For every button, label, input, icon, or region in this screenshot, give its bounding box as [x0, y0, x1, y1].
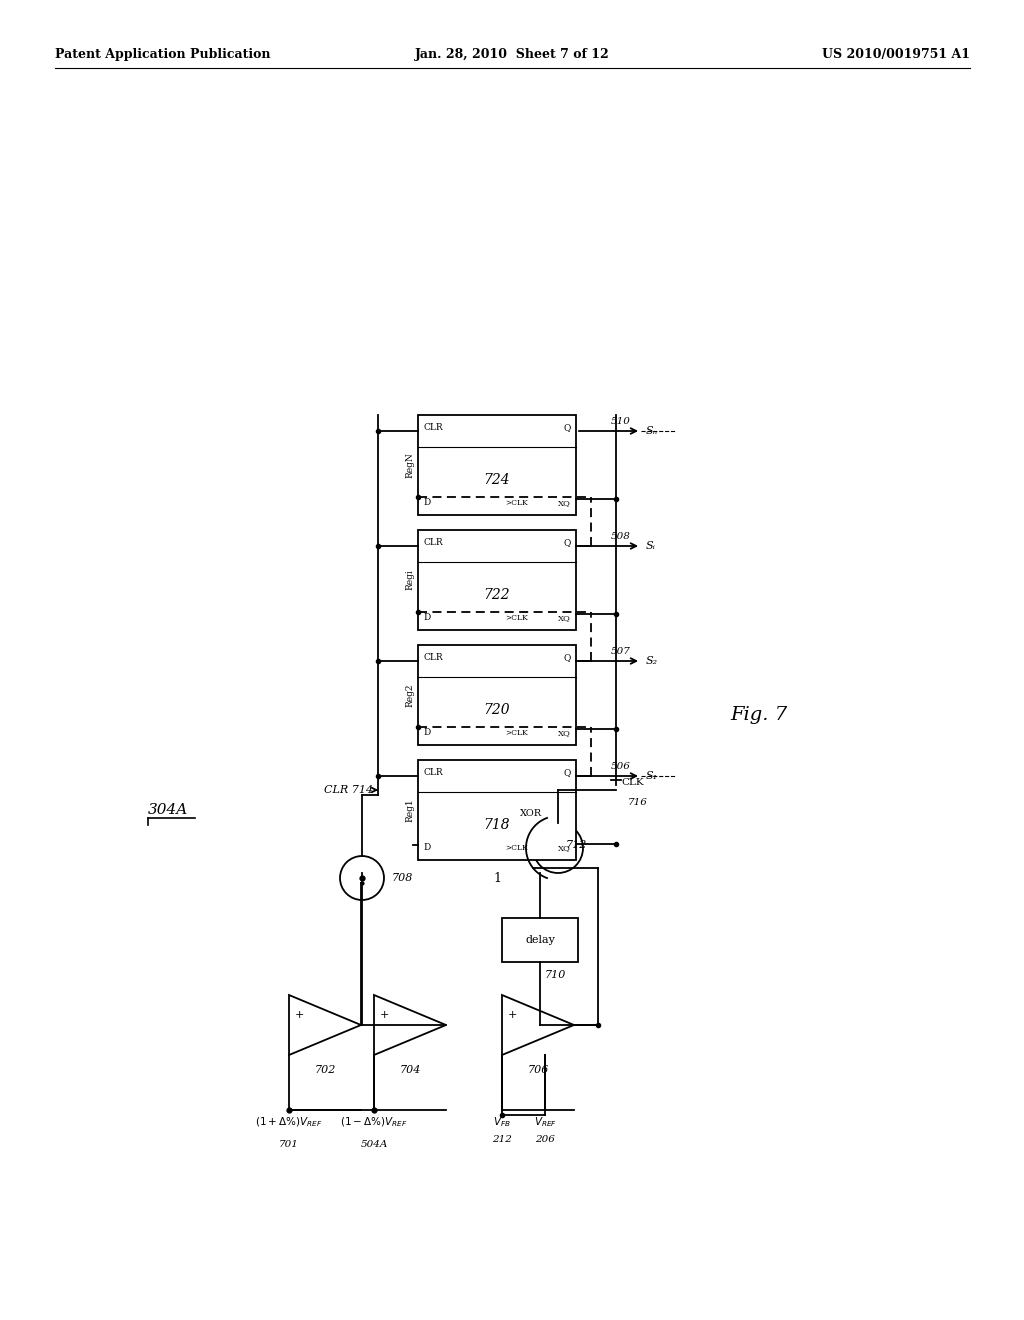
Text: +: + [507, 1010, 517, 1020]
Text: D: D [423, 498, 430, 507]
Text: XQ: XQ [558, 614, 571, 622]
Text: Regi: Regi [406, 570, 414, 590]
Text: 724: 724 [483, 473, 510, 487]
Text: 722: 722 [483, 587, 510, 602]
Text: CLR: CLR [423, 768, 442, 777]
Text: US 2010/0019751 A1: US 2010/0019751 A1 [822, 48, 970, 61]
Text: >CLK: >CLK [505, 499, 527, 507]
Text: $V_{REF}$: $V_{REF}$ [534, 1115, 556, 1129]
Text: 506: 506 [611, 762, 631, 771]
Text: Q: Q [563, 653, 571, 663]
Text: D: D [423, 612, 430, 622]
FancyBboxPatch shape [418, 645, 575, 744]
Text: Q: Q [563, 422, 571, 432]
Text: S₂: S₂ [646, 656, 658, 667]
Text: $(1+\Delta\%)V_{REF}$: $(1+\Delta\%)V_{REF}$ [255, 1115, 323, 1129]
Text: XQ: XQ [558, 499, 571, 507]
Text: CLR: CLR [423, 539, 442, 546]
Text: Reg2: Reg2 [406, 684, 414, 706]
Text: CLK: CLK [621, 777, 644, 787]
Text: D: D [423, 729, 430, 737]
Text: delay: delay [525, 935, 555, 945]
Text: Sᵢ: Sᵢ [646, 541, 656, 550]
FancyBboxPatch shape [418, 414, 575, 515]
Text: Jan. 28, 2010  Sheet 7 of 12: Jan. 28, 2010 Sheet 7 of 12 [415, 48, 609, 61]
Text: Fig. 7: Fig. 7 [730, 706, 787, 723]
Text: Reg1: Reg1 [406, 799, 414, 822]
Text: $(1-\Delta\%)V_{REF}$: $(1-\Delta\%)V_{REF}$ [340, 1115, 408, 1129]
Text: 710: 710 [545, 970, 566, 979]
Text: $V_{FB}$: $V_{FB}$ [494, 1115, 511, 1129]
Text: Q: Q [563, 539, 571, 546]
Text: 718: 718 [483, 818, 510, 832]
Text: 1: 1 [493, 873, 501, 884]
Text: >CLK: >CLK [505, 843, 527, 851]
Text: CLR 714: CLR 714 [324, 785, 373, 795]
Text: +: + [379, 1010, 389, 1020]
Text: XQ: XQ [558, 729, 571, 737]
Text: Sₙ: Sₙ [646, 426, 658, 436]
Text: D: D [423, 843, 430, 851]
Text: 304A: 304A [148, 803, 188, 817]
Text: S₁: S₁ [646, 771, 658, 781]
Text: 212: 212 [493, 1135, 512, 1144]
Text: 508: 508 [611, 532, 631, 541]
Text: Patent Application Publication: Patent Application Publication [55, 48, 270, 61]
Text: CLR: CLR [423, 653, 442, 663]
Text: XOR: XOR [520, 809, 542, 818]
Text: 704: 704 [399, 1065, 421, 1074]
Text: 701: 701 [280, 1140, 299, 1148]
Text: 708: 708 [392, 873, 414, 883]
Text: 507: 507 [611, 647, 631, 656]
Text: 702: 702 [314, 1065, 336, 1074]
Text: XQ: XQ [558, 843, 571, 851]
Text: >CLK: >CLK [505, 729, 527, 737]
Text: 706: 706 [527, 1065, 549, 1074]
Text: +: + [294, 1010, 304, 1020]
Text: >CLK: >CLK [505, 614, 527, 622]
Text: CLR: CLR [423, 422, 442, 432]
FancyBboxPatch shape [418, 531, 575, 630]
Text: 504A: 504A [360, 1140, 388, 1148]
FancyBboxPatch shape [502, 917, 578, 962]
Text: 716: 716 [628, 799, 648, 807]
Text: 510: 510 [611, 417, 631, 426]
Text: 206: 206 [536, 1135, 555, 1144]
Text: 712: 712 [566, 840, 588, 850]
Text: 720: 720 [483, 704, 510, 717]
Text: Q: Q [563, 768, 571, 777]
Text: RegN: RegN [406, 453, 414, 478]
FancyBboxPatch shape [418, 760, 575, 861]
